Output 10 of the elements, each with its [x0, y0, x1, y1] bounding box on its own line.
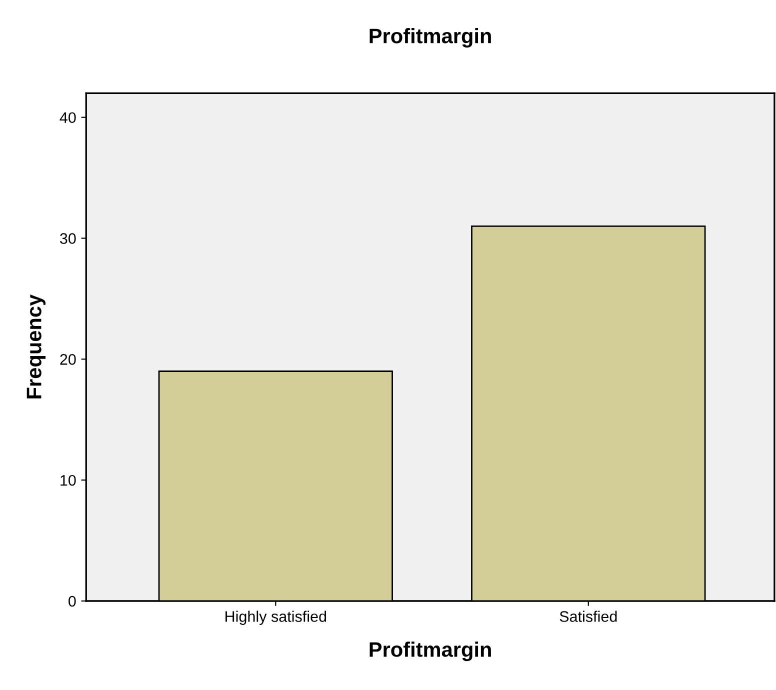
x-tick-label: Highly satisfied	[226, 610, 326, 625]
y-tick-label: 20	[60, 354, 76, 365]
y-tick-label: 0	[68, 596, 76, 607]
x-axis-title: Profitmargin	[370, 642, 491, 662]
y-tick-label: 40	[60, 112, 76, 124]
chart-title: Profitmargin	[370, 28, 491, 48]
y-axis-title: Frequency	[26, 294, 46, 398]
y-tick-label: 30	[60, 233, 76, 244]
x-tick-label: Satisfied	[560, 610, 617, 622]
y-tick-label: 10	[60, 474, 76, 486]
